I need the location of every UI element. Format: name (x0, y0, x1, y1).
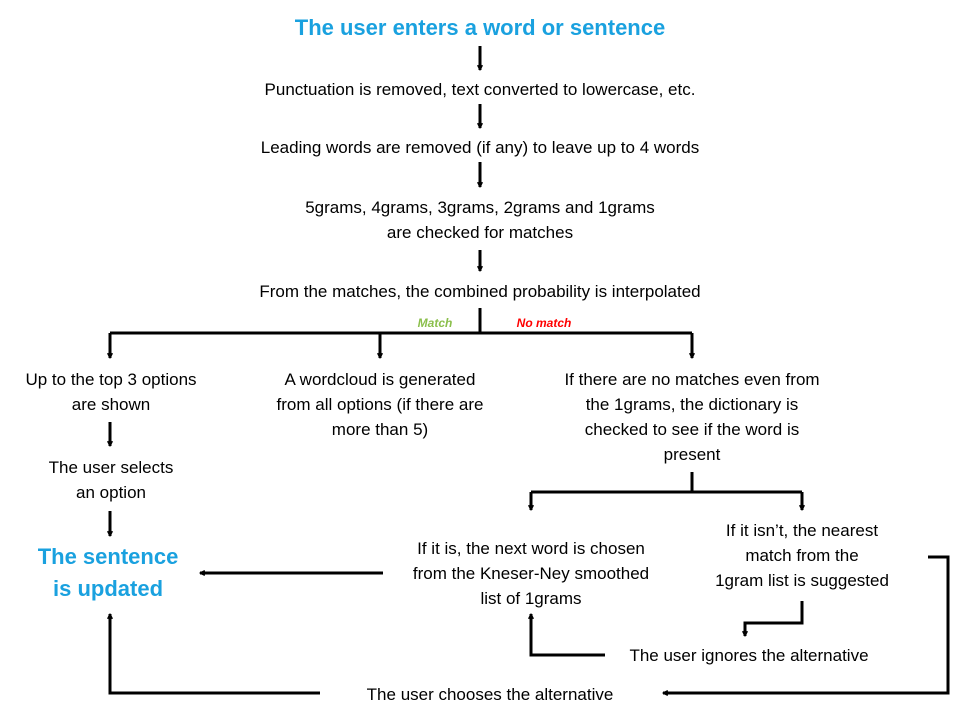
match-label: Match (417, 316, 453, 330)
node-no-matches-line: the 1grams, the dictionary is (585, 395, 799, 414)
node-if-it-is: If it is, the next word is chosen from t… (413, 536, 649, 611)
node-top3: Up to the top 3 options are shown (25, 367, 196, 417)
node-user-selects-line: The user selects (48, 458, 174, 477)
step-clean: Punctuation is removed, text converted t… (264, 80, 696, 99)
node-sentence-updated-line: The sentence (37, 544, 179, 569)
node-no-matches-line: If there are no matches even from (564, 370, 820, 389)
node-user-ignores: The user ignores the alternative (629, 646, 869, 665)
node-if-not-line: match from the (745, 546, 859, 565)
node-user-chooses: The user chooses the alternative (366, 685, 614, 704)
start-node: The user enters a word or sentence (294, 15, 666, 40)
node-sentence-updated-line: is updated (52, 576, 164, 601)
arrow-ignores-to-ifitis (531, 614, 605, 657)
step-trim: Leading words are removed (if any) to le… (260, 138, 700, 157)
node-no-matches: If there are no matches even from the 1g… (564, 367, 819, 467)
node-if-not: If it isn’t, the nearest match from the … (715, 518, 889, 593)
step-interpolate: From the matches, the combined probabili… (259, 282, 701, 301)
node-no-matches-line: present (663, 445, 721, 464)
node-no-matches-line: checked to see if the word is (584, 420, 800, 439)
node-wordcloud-line: A wordcloud is generated (284, 370, 476, 389)
step-ngrams: 5grams, 4grams, 3grams, 2grams and 1gram… (305, 195, 655, 245)
no-match-label: No match (516, 316, 572, 330)
node-if-it-is-line: list of 1grams (480, 589, 582, 608)
arrow-ifnot-to-ignores (745, 601, 804, 636)
node-if-it-is-line: from the Kneser-Ney smoothed (412, 564, 650, 583)
node-if-it-is-line: If it is, the next word is chosen (417, 539, 645, 558)
node-wordcloud-line: more than 5) (331, 420, 429, 439)
node-user-selects-line: an option (76, 483, 146, 502)
node-wordcloud-line: from all options (if there are (276, 395, 484, 414)
node-top3-line: Up to the top 3 options (25, 370, 197, 389)
arrow-chooses-to-updated (110, 614, 320, 695)
arrow-ifnot-to-chooses (663, 555, 950, 693)
node-user-selects: The user selects an option (49, 455, 174, 505)
node-wordcloud: A wordcloud is generated from all option… (277, 367, 484, 442)
node-sentence-updated: The sentence is updated (38, 541, 179, 605)
node-if-not-line: If it isn’t, the nearest (725, 521, 879, 540)
step-ngrams-line: are checked for matches (386, 223, 574, 242)
node-top3-line: are shown (71, 395, 151, 414)
step-ngrams-line: 5grams, 4grams, 3grams, 2grams and 1gram… (305, 198, 655, 217)
node-if-not-line: 1gram list is suggested (715, 571, 889, 590)
